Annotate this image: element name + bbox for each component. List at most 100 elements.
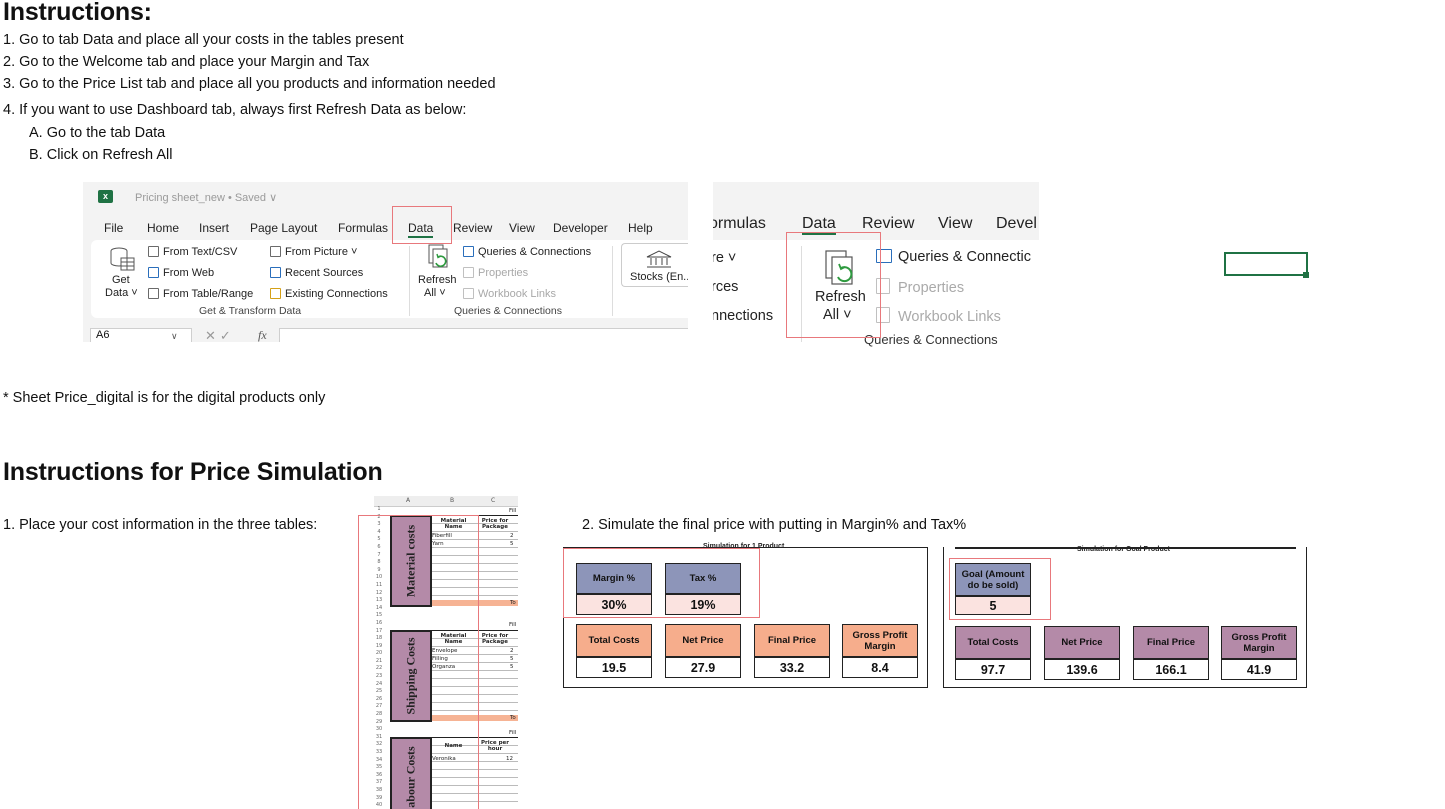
goal-gross-margin-value: 41.9 — [1221, 659, 1297, 680]
fill-handle[interactable] — [1303, 272, 1309, 278]
ribbon-screenshot: x Pricing sheet_new • Saved ∨ File Home … — [83, 182, 688, 342]
group-queries-zoom: Queries & Connections — [864, 332, 998, 347]
existing-connections-zoom[interactable]: nnections — [713, 308, 774, 324]
shipping-row-3-name: Organza — [432, 664, 456, 670]
stocks-button[interactable]: Stocks (En... — [621, 243, 688, 287]
refresh-zoom-label[interactable]: Refresh — [815, 289, 866, 305]
workbook-links-zoom[interactable]: Workbook Links — [876, 307, 1001, 325]
name-box[interactable]: A6 — [90, 328, 192, 342]
shipping-row-2-price: 5 — [510, 656, 514, 662]
tab-formulas-zoom[interactable]: ormulas — [713, 215, 766, 232]
final-price-label: Final Price — [754, 624, 830, 657]
shipping-row-3-price: 5 — [510, 664, 514, 670]
from-web[interactable]: From Web — [148, 267, 214, 279]
col-b: B — [450, 497, 455, 504]
existing-connections[interactable]: Existing Connections — [270, 288, 388, 300]
from-text-csv[interactable]: From Text/CSV — [148, 246, 237, 258]
ribbon-divider — [409, 246, 410, 316]
material-total-label: To — [510, 600, 516, 606]
tab-page-layout[interactable]: Page Layout — [250, 221, 318, 235]
tab-insert[interactable]: Insert — [199, 221, 230, 235]
group-queries: Queries & Connections — [454, 305, 562, 317]
tab-home[interactable]: Home — [147, 221, 180, 235]
margin-input[interactable]: 30% — [576, 594, 652, 615]
workbook-links-label: Workbook Links — [478, 288, 557, 300]
refresh-all-icon — [427, 244, 451, 270]
refresh-all-dropdown[interactable]: All ˅ — [424, 287, 446, 299]
gross-margin-value: 8.4 — [842, 657, 918, 678]
refresh-all-zoom-dropdown[interactable]: All ˅ — [823, 307, 852, 323]
net-price-value: 27.9 — [665, 657, 741, 678]
formula-bar[interactable] — [279, 328, 688, 342]
ribbon-zoom-divider — [801, 246, 802, 342]
margin-label: Margin % — [576, 563, 652, 594]
properties-icon — [463, 267, 474, 278]
tab-view-zoom[interactable]: View — [938, 215, 973, 232]
properties-zoom[interactable]: Properties — [876, 278, 964, 296]
col-a: A — [406, 497, 411, 504]
tab-devel-zoom[interactable]: Devel — [996, 215, 1037, 232]
tab-review[interactable]: Review — [453, 221, 493, 235]
labour-row-1-price: 12 — [506, 756, 513, 762]
from-picture[interactable]: From Picture ˅ — [270, 246, 357, 258]
picture-icon — [270, 246, 281, 257]
properties-zoom-label: Properties — [898, 280, 965, 296]
final-price-value: 33.2 — [754, 657, 830, 678]
goal-label: Goal (Amount do be sold) — [955, 563, 1031, 596]
recent-sources-zoom[interactable]: rces — [713, 279, 739, 295]
tab-review-zoom[interactable]: Review — [862, 215, 915, 232]
workbook-links-zoom-icon — [876, 307, 890, 323]
goal-input[interactable]: 5 — [955, 596, 1031, 615]
tab-formulas[interactable]: Formulas — [338, 221, 389, 235]
tab-data-zoom[interactable]: Data — [802, 215, 836, 235]
fill-label-3: Fill — [509, 730, 517, 736]
highlight-data-tab — [392, 206, 452, 244]
note-price-digital: * Sheet Price_digital is for the digital… — [3, 390, 326, 406]
workbook-links[interactable]: Workbook Links — [463, 288, 556, 300]
material-total-row: To — [432, 600, 518, 606]
tax-input[interactable]: 19% — [665, 594, 741, 615]
goal-total-costs-value: 97.7 — [955, 659, 1031, 680]
tab-data[interactable]: Data — [408, 221, 434, 238]
shipping-table — [432, 630, 518, 723]
tab-developer[interactable]: Developer — [553, 221, 608, 235]
tab-file[interactable]: File — [104, 221, 124, 235]
formula-cancel-confirm-icons: ✕✓ — [205, 328, 235, 342]
properties[interactable]: Properties — [463, 267, 528, 279]
instruction-step-4: 4. If you want to use Dashboard tab, alw… — [3, 102, 467, 118]
from-table-range[interactable]: From Table/Range — [148, 288, 253, 300]
file-icon — [148, 246, 159, 257]
ribbon-panel: Get Data ˅ From Text/CSV From Web From T… — [91, 240, 688, 318]
queries-connections-zoom-label: Queries & Connectic — [898, 249, 1031, 265]
fill-label-1: Fill — [509, 508, 517, 514]
row-numbers: 1 2 3 4 5 6 7 8 9 10 11 12 13 14 15 16 17 18 19 20 21 22 23 24 2… — [375, 506, 383, 809]
get-data-dropdown[interactable]: Data ˅ — [105, 287, 138, 299]
cost-tables-screenshot: A B C 1 2 3 4 5 6 7 8 9 10 11 12 13 14 15 16 17 18 19 20 21 2… — [374, 496, 518, 809]
tab-help[interactable]: Help — [628, 221, 653, 235]
goal-total-costs-label: Total Costs — [955, 626, 1031, 659]
from-picture-label: From Picture ˅ — [285, 246, 358, 258]
selected-cell[interactable] — [1224, 252, 1308, 276]
ribbon-zoom-panel: re ˅ rces nnections Refresh All ˅ Querie… — [713, 240, 1039, 347]
queries-connections[interactable]: Queries & Connections — [463, 246, 591, 258]
properties-label: Properties — [478, 267, 529, 279]
shipping-name-header: Material Name — [440, 633, 467, 645]
recent-sources-label: Recent Sources — [285, 267, 364, 279]
get-data-zoom[interactable]: re ˅ — [713, 250, 737, 266]
recent-sources[interactable]: Recent Sources — [270, 267, 363, 279]
tab-view[interactable]: View — [509, 221, 535, 235]
instruction-step-1: 1. Go to tab Data and place all your cos… — [3, 32, 404, 48]
shipping-price-header: Price for Package — [481, 633, 509, 645]
connections-icon — [270, 288, 281, 299]
queries-icon — [463, 246, 474, 257]
get-data-label[interactable]: Get — [112, 274, 130, 286]
fx-icon: fx — [258, 328, 267, 342]
get-data-icon — [109, 246, 135, 272]
instructions-title: Instructions: — [3, 0, 152, 26]
shipping-total-label: To — [510, 715, 516, 721]
queries-connections-zoom[interactable]: Queries & Connectic — [876, 249, 1031, 265]
refresh-label[interactable]: Refresh — [418, 274, 457, 286]
queries-connections-label: Queries & Connections — [478, 246, 592, 258]
labour-price-header: Price per hour — [481, 740, 509, 752]
shipping-row-1-name: Envelope — [432, 648, 458, 654]
